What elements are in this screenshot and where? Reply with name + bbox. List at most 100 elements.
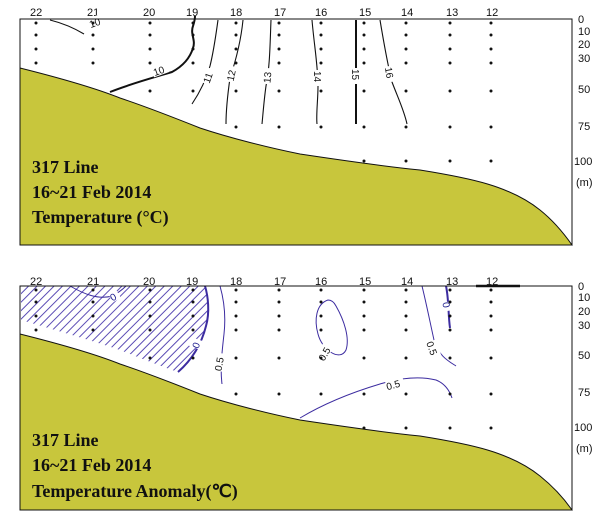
sample-point <box>277 89 281 93</box>
title-line: 317 Line <box>32 430 99 450</box>
sample-point <box>404 21 408 25</box>
sample-point <box>319 89 323 93</box>
sample-point <box>319 21 323 25</box>
panel-title: 317 Line 16~21 Feb 2014 Temperature Anom… <box>32 430 238 502</box>
sample-point <box>34 314 38 318</box>
sample-point <box>148 89 152 93</box>
sample-point <box>148 47 152 51</box>
sample-point <box>277 33 281 37</box>
sample-point <box>91 21 95 25</box>
sample-point <box>91 328 95 332</box>
sample-point <box>91 300 95 304</box>
sample-point <box>489 47 493 51</box>
sample-point <box>148 61 152 65</box>
sample-point <box>489 356 493 360</box>
depth-tick: 20 <box>578 39 590 51</box>
anomaly-label: 0.5 <box>213 356 226 372</box>
depth-axis: 0 10 20 30 50 75 100 (m) <box>574 14 593 189</box>
sample-point <box>277 300 281 304</box>
depth-tick: 100 <box>574 422 592 434</box>
seafloor <box>19 67 573 246</box>
sample-point <box>448 21 452 25</box>
isotherm-label: 10 <box>152 65 167 79</box>
title-line: Temperature (°C) <box>32 207 169 228</box>
depth-unit: (m) <box>576 177 593 189</box>
sample-point <box>191 328 195 332</box>
sample-point <box>319 356 323 360</box>
sample-point <box>489 61 493 65</box>
sample-point <box>362 47 366 51</box>
sample-point <box>191 47 195 51</box>
sample-point <box>489 328 493 332</box>
sample-point <box>91 33 95 37</box>
station-label: 21 <box>87 276 99 288</box>
sample-point <box>404 47 408 51</box>
station-label: 16 <box>315 276 327 288</box>
sample-point <box>362 314 366 318</box>
isotherm-labels: 10 10 11 12 13 14 15 16 <box>86 13 398 86</box>
panel-temperature: 0 10 20 30 50 75 100 (m) 22 21 20 19 18 … <box>19 7 593 246</box>
station-axis: 22 21 20 19 18 17 16 15 14 13 12 <box>30 276 498 288</box>
sample-point <box>319 328 323 332</box>
sample-point <box>91 61 95 65</box>
sample-point <box>404 159 408 163</box>
sample-point <box>191 356 195 360</box>
anomaly-label: 0.5 <box>423 340 438 357</box>
plot-frame <box>19 18 573 246</box>
sample-point <box>277 21 281 25</box>
sample-point <box>191 89 195 93</box>
anomaly-0-boundary <box>177 285 210 373</box>
sample-point <box>277 356 281 360</box>
isotherm-label: 11 <box>202 71 216 85</box>
anomaly-0.5-loop <box>315 299 348 356</box>
sample-point <box>234 21 238 25</box>
anomaly-label: 0 <box>109 292 120 305</box>
sample-point <box>277 288 281 292</box>
sample-point <box>234 300 238 304</box>
depth-tick: 0 <box>578 281 584 293</box>
sample-point <box>277 125 281 129</box>
anomaly-label: 0.5 <box>385 379 402 393</box>
sample-point <box>404 314 408 318</box>
sample-point <box>234 314 238 318</box>
sample-point <box>148 288 152 292</box>
station-label: 20 <box>143 276 155 288</box>
station-label: 18 <box>230 276 242 288</box>
sample-point <box>277 47 281 51</box>
sample-point <box>489 125 493 129</box>
sample-point <box>234 125 238 129</box>
sample-point <box>404 300 408 304</box>
station-label: 14 <box>401 7 413 19</box>
station-label: 20 <box>143 7 155 19</box>
sample-point <box>234 33 238 37</box>
sample-point <box>404 426 408 430</box>
sample-point <box>234 47 238 51</box>
sample-point <box>148 328 152 332</box>
sample-point <box>448 89 452 93</box>
depth-tick: 100 <box>574 156 592 168</box>
sample-point <box>448 392 452 396</box>
isotherm-label: 10 <box>88 17 103 31</box>
sample-point <box>448 159 452 163</box>
sample-point <box>489 314 493 318</box>
sample-point <box>448 47 452 51</box>
sample-point <box>448 125 452 129</box>
sample-point <box>191 300 195 304</box>
sample-point <box>191 61 195 65</box>
anomaly-labels: 0 0 0.5 0.5 0.5 0.5 0 <box>107 288 454 393</box>
sample-point <box>319 288 323 292</box>
sample-point <box>319 47 323 51</box>
sample-point <box>234 356 238 360</box>
sample-point <box>448 33 452 37</box>
sample-point <box>489 300 493 304</box>
plot-frame <box>19 285 573 511</box>
title-line: 16~21 Feb 2014 <box>32 182 151 202</box>
sample-point <box>277 61 281 65</box>
sample-point <box>362 33 366 37</box>
sample-point <box>362 61 366 65</box>
sample-points <box>34 21 493 163</box>
sample-point <box>448 300 452 304</box>
sample-point <box>191 33 195 37</box>
isotherm-10-upper <box>49 19 85 35</box>
sample-point <box>404 328 408 332</box>
